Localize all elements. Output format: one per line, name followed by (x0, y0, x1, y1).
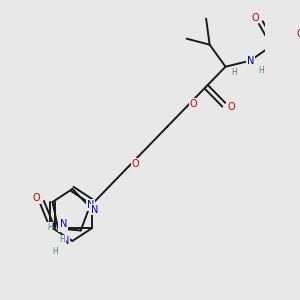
Text: O: O (227, 102, 235, 112)
Text: O: O (297, 29, 300, 39)
Text: O: O (132, 159, 139, 169)
Text: H: H (59, 236, 65, 244)
Text: O: O (252, 13, 259, 23)
Text: N: N (247, 56, 254, 66)
Text: H: H (52, 247, 58, 256)
Text: O: O (33, 193, 41, 203)
Text: O: O (190, 99, 198, 109)
Text: H: H (47, 223, 53, 232)
Text: H: H (232, 68, 237, 77)
Text: N: N (61, 236, 69, 246)
Text: N: N (91, 205, 99, 215)
Text: N: N (60, 219, 67, 229)
Text: N: N (87, 200, 94, 210)
Text: N: N (58, 221, 66, 231)
Text: H: H (258, 66, 264, 75)
